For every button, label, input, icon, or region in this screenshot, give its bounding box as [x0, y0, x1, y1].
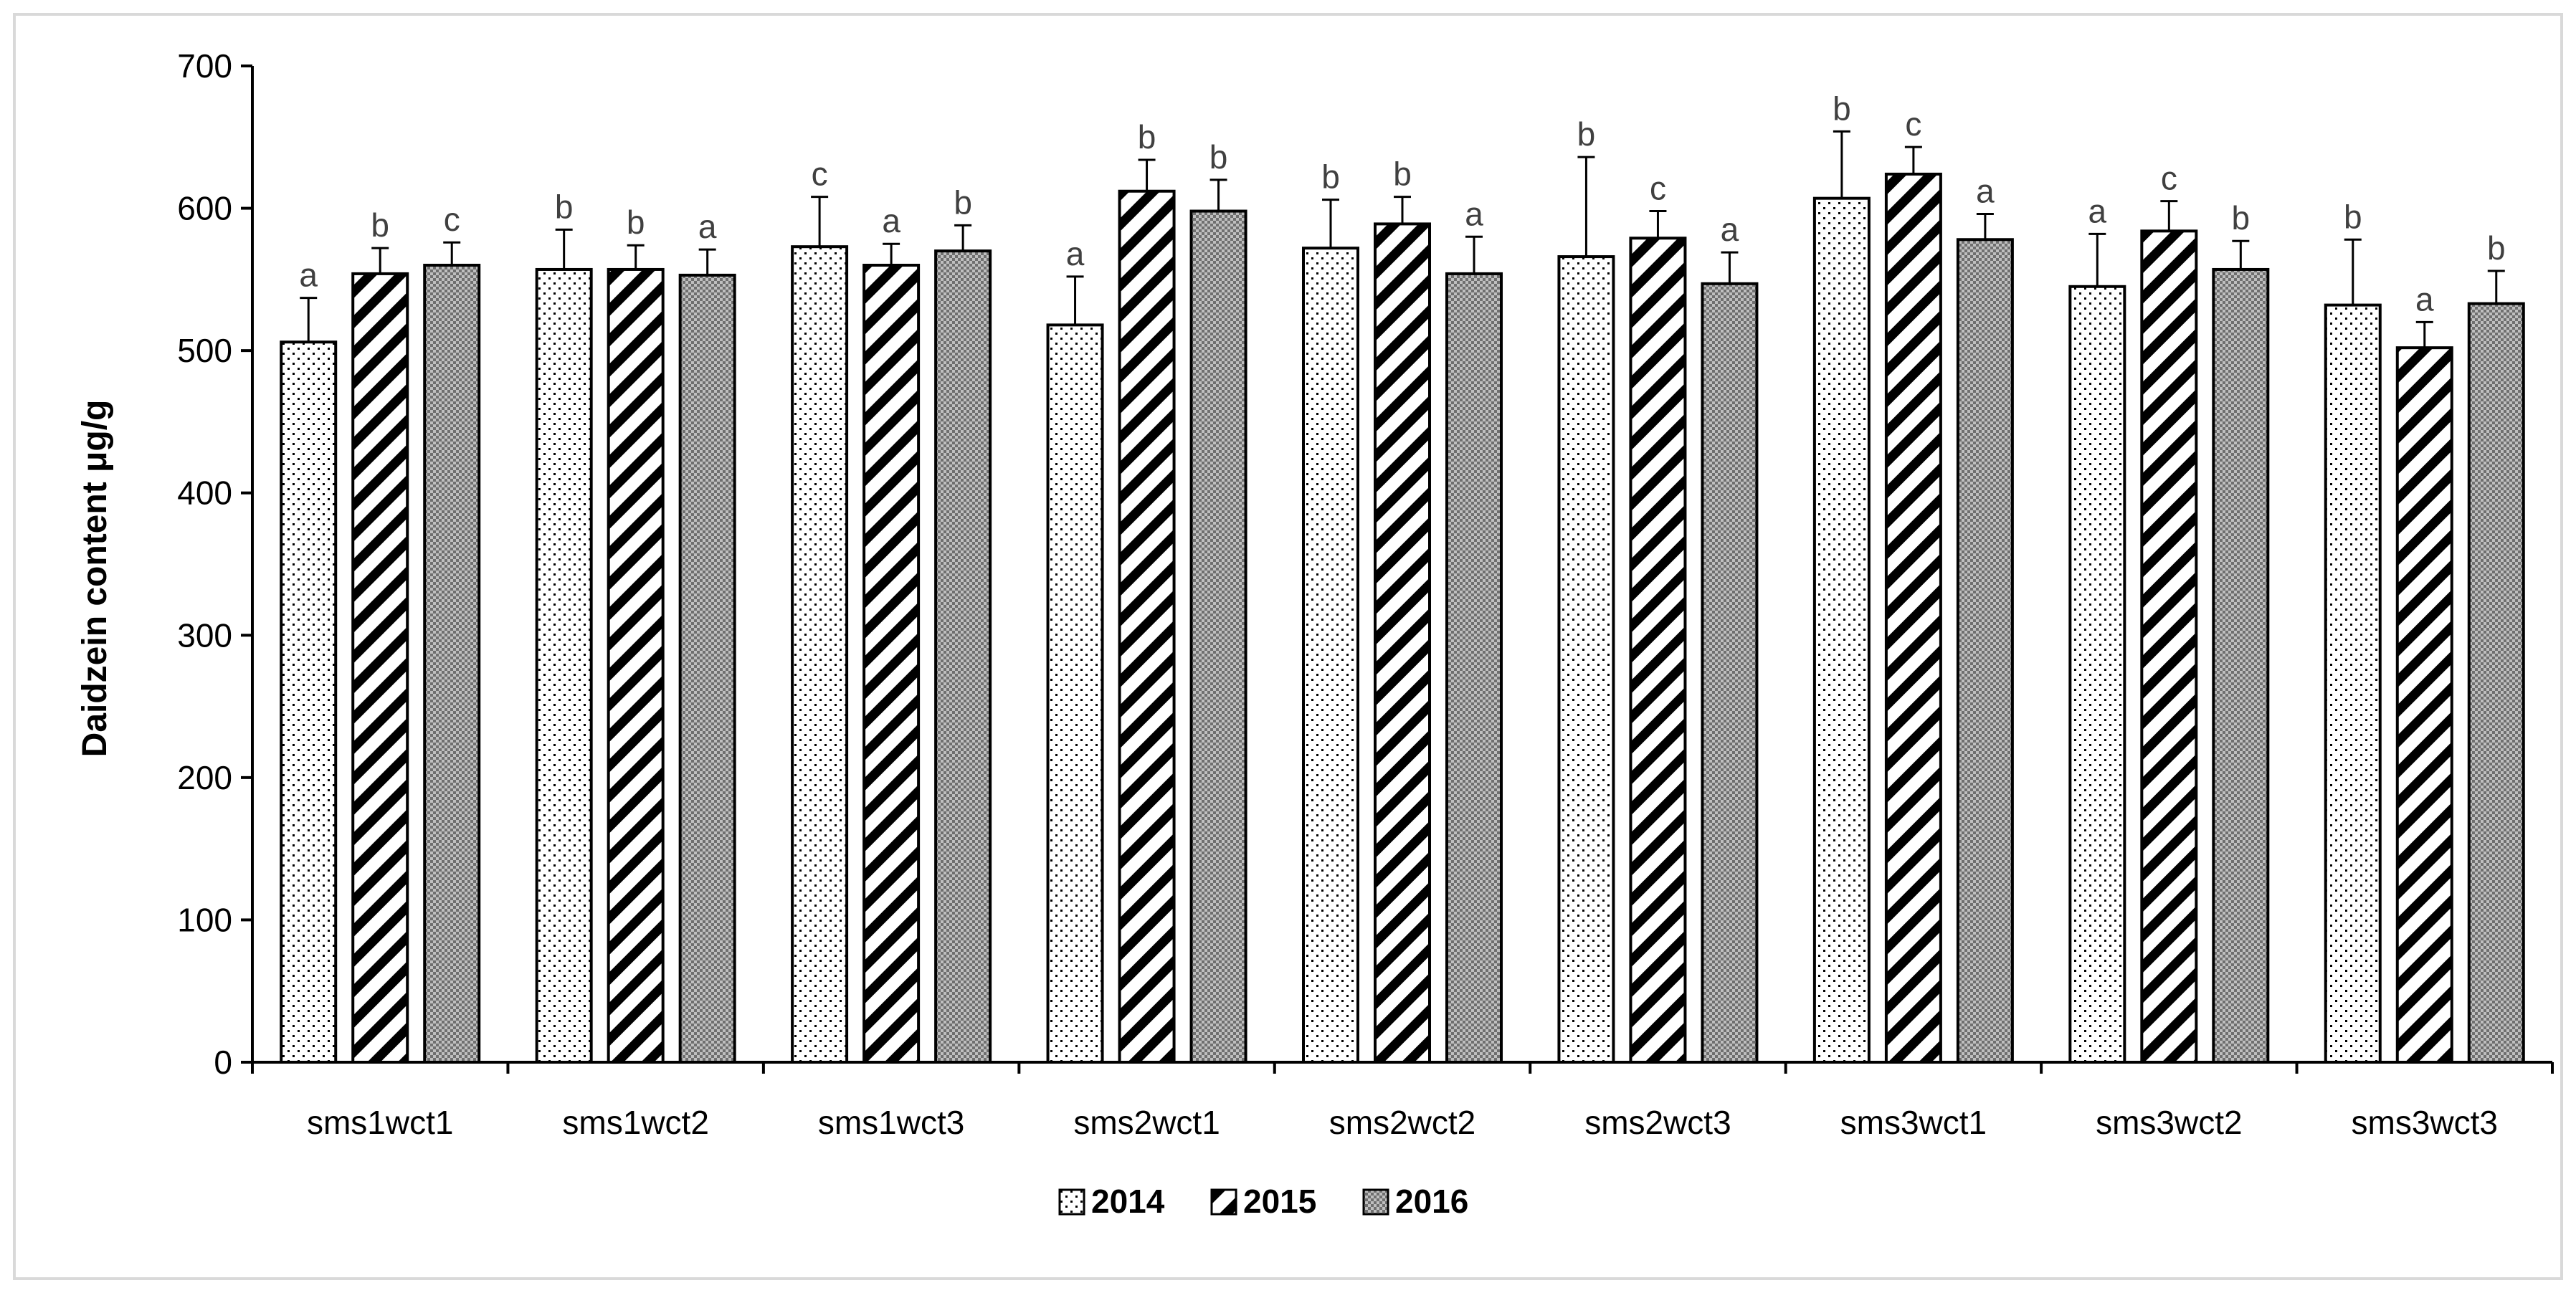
significance-letter: a	[1465, 195, 1483, 232]
significance-letter: b	[1209, 138, 1228, 176]
y-tick-label: 400	[177, 474, 232, 512]
significance-letter: b	[954, 183, 972, 221]
bar	[1812, 196, 1871, 1064]
legend-label: 2014	[1091, 1183, 1165, 1220]
significance-letter: a	[698, 208, 717, 245]
significance-letter: a	[882, 202, 900, 239]
legend-swatch	[1362, 1188, 1389, 1216]
x-category-label: sms2wct3	[1584, 1104, 1731, 1141]
legend-swatch	[1210, 1188, 1237, 1216]
bar	[1629, 237, 1687, 1064]
significance-letter: c	[1650, 170, 1666, 207]
bar	[1302, 247, 1359, 1064]
significance-letter: a	[2415, 280, 2434, 318]
significance-letter: b	[2344, 198, 2362, 235]
significance-letter: a	[2088, 192, 2107, 229]
bar	[351, 272, 409, 1064]
y-tick-label: 0	[214, 1044, 232, 1081]
bar	[2467, 302, 2525, 1064]
significance-letter: a	[299, 257, 318, 294]
x-category-label: sms1wct1	[307, 1104, 453, 1141]
legend-label: 2015	[1243, 1183, 1316, 1220]
bar	[1189, 209, 1247, 1064]
significance-letter: a	[1721, 211, 1739, 248]
bar	[2212, 267, 2270, 1064]
significance-letter: c	[1905, 105, 1921, 143]
bar	[2068, 285, 2126, 1064]
significance-letter: b	[371, 206, 389, 244]
significance-letter: b	[1833, 90, 1851, 127]
bars-layer	[280, 130, 2525, 1064]
significance-letter: b	[1393, 156, 1412, 193]
bar	[678, 273, 736, 1064]
bar	[2140, 229, 2198, 1064]
y-tick-label: 100	[177, 901, 232, 938]
bar	[934, 249, 992, 1064]
x-category-label: sms1wct2	[562, 1104, 708, 1141]
y-tick-label: 200	[177, 759, 232, 796]
significance-letter: a	[1976, 173, 1995, 210]
y-tick-label: 500	[177, 332, 232, 369]
x-category-label: sms3wct1	[1840, 1104, 1987, 1141]
labels-layer: sms1wct1 sms1wct2 sms1wct3 sms2wct1 sms2wct2…	[299, 90, 2505, 1141]
legend-label: 2016	[1395, 1183, 1468, 1220]
bar	[1956, 238, 2014, 1064]
x-category-label: sms2wct1	[1073, 1104, 1220, 1141]
x-category-label: sms1wct3	[818, 1104, 964, 1141]
significance-letter: b	[1321, 158, 1340, 196]
bar	[423, 264, 481, 1064]
legend-swatch	[1058, 1188, 1085, 1216]
x-category-label: sms3wct2	[2096, 1104, 2242, 1141]
significance-letter: b	[627, 204, 645, 241]
bar	[1046, 323, 1104, 1064]
bar	[1557, 255, 1615, 1064]
significance-letter: b	[2232, 199, 2251, 237]
y-axis-title: Daidzein content μg/g	[76, 400, 114, 758]
y-tick-label: 300	[177, 616, 232, 654]
significance-letter: c	[812, 156, 828, 193]
bar	[862, 264, 921, 1064]
significance-letter: a	[1066, 235, 1085, 272]
significance-letter: b	[555, 188, 574, 225]
bar	[1884, 172, 1942, 1064]
significance-letter: b	[1138, 118, 1156, 156]
x-category-label: sms3wct3	[2352, 1104, 2498, 1141]
bar	[280, 340, 338, 1064]
significance-letter: c	[2161, 160, 2177, 197]
bar	[1445, 272, 1503, 1064]
bar	[2395, 346, 2453, 1064]
significance-letter: b	[2487, 229, 2506, 267]
legend: 2014 2015 2016	[1058, 1183, 1468, 1220]
bar	[1701, 282, 1759, 1064]
bar	[1118, 189, 1176, 1064]
y-tick-label: 700	[177, 47, 232, 85]
significance-letter: c	[444, 201, 460, 238]
y-tick-label: 600	[177, 190, 232, 227]
x-category-label: sms2wct2	[1329, 1104, 1475, 1141]
bar	[791, 245, 849, 1064]
bar	[607, 267, 665, 1064]
bar	[2324, 303, 2382, 1064]
bar	[1374, 222, 1431, 1064]
significance-letter: b	[1577, 115, 1596, 153]
bar	[535, 267, 593, 1064]
